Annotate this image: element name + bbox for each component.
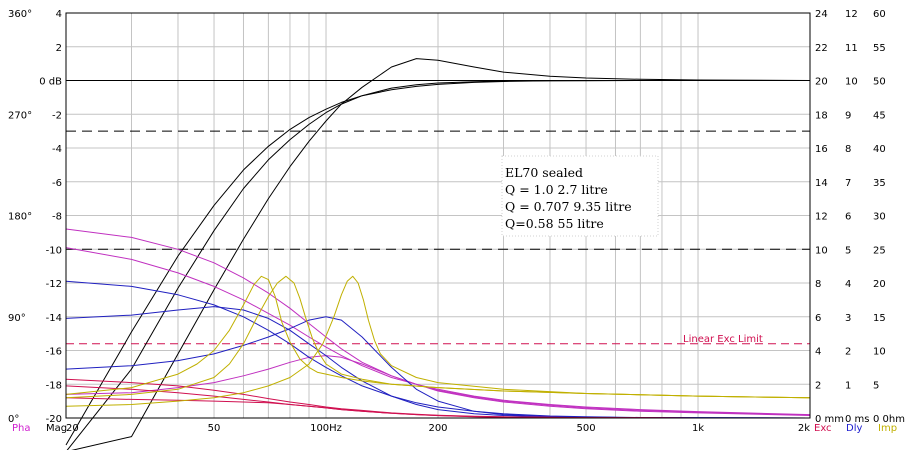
y-tick-label: -2	[52, 110, 62, 121]
y-tick-label: 4	[56, 9, 62, 20]
right-axis-tick-label: 3	[845, 313, 851, 324]
y-tick-label: -8	[52, 212, 62, 223]
phase-tick-label: 270°	[8, 110, 32, 121]
right-axis-tick-label: 0 0hm	[873, 414, 905, 425]
x-tick-label: 200	[428, 423, 447, 434]
right-axis-tick-label: 12	[815, 212, 828, 223]
x-tick-label: 20	[66, 423, 79, 434]
y-tick-label: 0 dB	[39, 77, 62, 88]
right-axis-tick-label: 4	[815, 347, 821, 358]
right-axis-tick-label: 25	[873, 245, 886, 256]
right-axis-tick-label: 0 mm	[815, 414, 844, 425]
y-tick-label: -10	[46, 245, 62, 256]
y-tick-label: -4	[52, 144, 62, 155]
impedance-curve	[65, 275, 811, 407]
y-tick-label: -16	[46, 347, 62, 358]
y-tick-label: -14	[46, 313, 62, 324]
right-axis-tick-label: 35	[873, 178, 886, 189]
phase-tick-label: 0°	[8, 414, 19, 425]
right-axis-tick-label: 40	[873, 144, 886, 155]
linear-exc-limit-label: Linear Exc Limit	[683, 334, 763, 345]
right-axis-tick-label: 14	[815, 178, 828, 189]
right-axis-tick-label: 10	[815, 245, 828, 256]
right-axis-tick-label: 50	[873, 77, 886, 88]
curves	[65, 58, 811, 450]
right-axis-tick-label: 30	[873, 212, 886, 223]
right-axis-tick-label: 8	[815, 279, 821, 290]
right-axis-tick-label: 0 ms	[845, 414, 870, 425]
right-axis-tick-label: 10	[873, 347, 886, 358]
right-axis-tick-label: 10	[845, 77, 858, 88]
right-axis-tick-label: 45	[873, 110, 886, 121]
right-axis-tick-label: 15	[873, 313, 886, 324]
right-axis-tick-label: 5	[873, 380, 879, 391]
impedance-curve	[65, 275, 811, 399]
x-tick-label: 500	[576, 423, 595, 434]
right-axis-tick-label: 22	[815, 43, 828, 54]
y-tick-label: -18	[46, 380, 62, 391]
right-axis-tick-label: 55	[873, 43, 886, 54]
right-axis-tick-label: 20	[873, 279, 886, 290]
plot-grid	[65, 12, 811, 419]
right-axis-tick-label: 5	[845, 245, 851, 256]
right-axis-tick-label: 6	[845, 212, 851, 223]
magnitude-curve	[65, 80, 810, 446]
right-axis-tick-label: 7	[845, 178, 851, 189]
y-tick-label: -12	[46, 279, 62, 290]
right-axis-tick-label: 60	[873, 9, 886, 20]
right-axis-tick-label: 12	[845, 9, 858, 20]
annotation-line: Q = 1.0 2.7 litre	[505, 182, 608, 197]
phase-tick-label: 180°	[8, 212, 32, 223]
phase-curve	[65, 228, 811, 416]
right-axis-tick-label: 8	[845, 144, 851, 155]
annotation-line: EL70 sealed	[505, 165, 583, 180]
magnitude-curve	[71, 58, 811, 450]
phase-curve	[65, 355, 811, 416]
y-tick-label: -6	[52, 178, 62, 189]
plot-frame	[65, 12, 811, 419]
x-tick-label: 2k	[798, 423, 810, 434]
y-tick-label: -20	[46, 414, 62, 425]
right-axis-tick-label: 6	[815, 313, 821, 324]
dly-axis-name: Dly	[846, 423, 862, 434]
mag-axis-name: Mag	[46, 423, 67, 434]
right-axis-tick-label: 1	[845, 380, 851, 391]
right-axis-tick-label: 24	[815, 9, 828, 20]
right-axis-tick-label: 4	[845, 279, 851, 290]
exc-axis-name: Exc	[814, 423, 832, 434]
annotation-line: Q = 0.707 9.35 litre	[505, 199, 632, 214]
phase-curve	[65, 247, 811, 416]
right-axis-tick-label: 11	[845, 43, 858, 54]
x-tick-label: 50	[208, 423, 221, 434]
delay-curve	[65, 280, 811, 419]
phase-tick-label: 90°	[8, 313, 26, 324]
x-tick-label: 1k	[692, 423, 704, 434]
y-tick-label: 2	[56, 43, 62, 54]
imp-axis-name: Imp	[878, 423, 897, 434]
annotation-background	[501, 155, 659, 237]
right-axis-tick-label: 16	[815, 144, 828, 155]
x-tick-label: 100Hz	[310, 423, 342, 434]
pha-axis-name: Pha	[12, 423, 31, 434]
right-axis-tick-label: 2	[815, 380, 821, 391]
right-axis-tick-label: 9	[845, 110, 851, 121]
annotation-line: Q=0.58 55 litre	[505, 216, 604, 231]
right-axis-tick-label: 2	[845, 347, 851, 358]
right-axis-tick-label: 18	[815, 110, 828, 121]
axes: 420 dB-2-4-6-8-10-12-14-16-18-20360°270°…	[8, 9, 905, 434]
phase-tick-label: 360°	[8, 9, 32, 20]
right-axis-tick-label: 20	[815, 77, 828, 88]
annotation-box: EL70 sealed Q = 1.0 2.7 litre Q = 0.707 9.…	[501, 155, 659, 237]
